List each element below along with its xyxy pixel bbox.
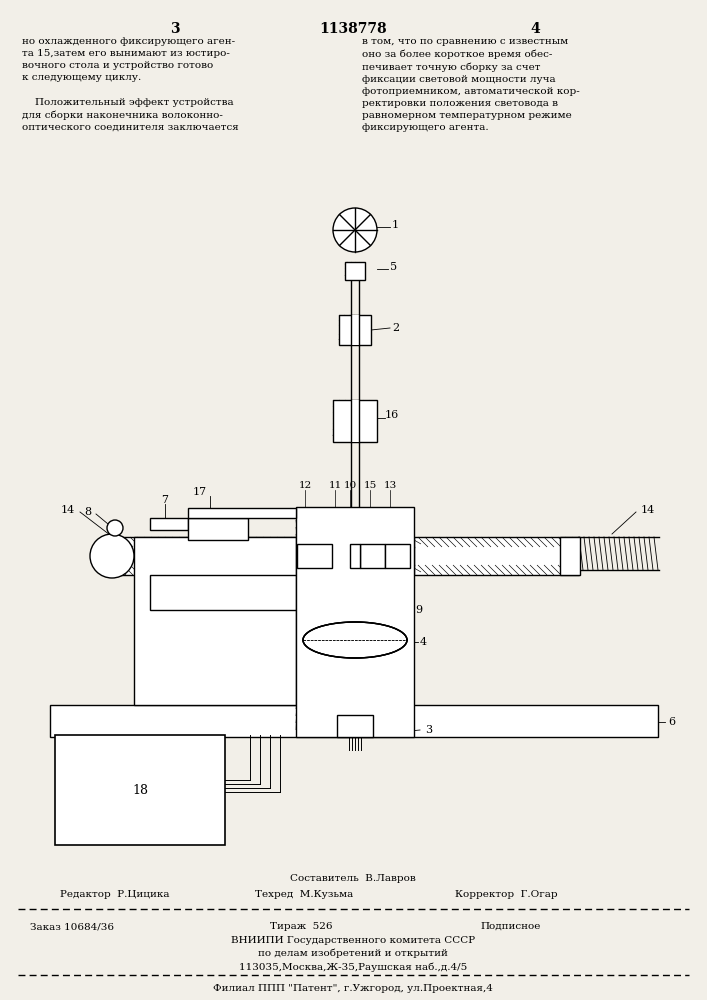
Bar xyxy=(385,544,410,568)
Text: 8: 8 xyxy=(84,507,92,517)
Bar xyxy=(560,537,580,575)
Circle shape xyxy=(333,208,377,252)
Bar xyxy=(188,508,296,518)
Text: 17: 17 xyxy=(193,487,207,497)
Text: 14: 14 xyxy=(641,505,655,515)
Bar xyxy=(150,518,188,530)
Text: Составитель  В.Лавров: Составитель В.Лавров xyxy=(290,874,416,883)
Circle shape xyxy=(107,520,123,536)
Text: 13: 13 xyxy=(383,481,397,490)
Circle shape xyxy=(90,534,134,578)
Bar xyxy=(333,400,377,442)
Bar xyxy=(339,315,371,345)
Bar xyxy=(112,537,297,575)
Bar xyxy=(414,537,579,575)
Bar xyxy=(351,400,359,442)
Text: 6: 6 xyxy=(668,717,675,727)
Bar xyxy=(345,262,365,280)
Text: 4: 4 xyxy=(420,637,427,647)
Text: 15: 15 xyxy=(363,481,377,490)
Bar xyxy=(188,518,248,540)
Bar xyxy=(50,705,658,737)
Text: 5: 5 xyxy=(390,262,397,272)
Text: 12: 12 xyxy=(298,481,312,490)
Text: 3: 3 xyxy=(425,725,432,735)
Bar xyxy=(296,507,414,737)
Text: 16: 16 xyxy=(385,410,399,420)
Text: Техред  М.Кузьма: Техред М.Кузьма xyxy=(255,890,354,899)
Text: 2: 2 xyxy=(392,323,399,333)
Bar xyxy=(55,735,225,845)
Text: 1138778: 1138778 xyxy=(319,22,387,36)
Text: Корректор  Г.Огар: Корректор Г.Огар xyxy=(455,890,558,899)
Text: Тираж  526: Тираж 526 xyxy=(270,922,332,931)
Text: 11: 11 xyxy=(328,481,341,490)
Bar xyxy=(297,544,332,568)
Text: 1: 1 xyxy=(392,220,399,230)
Text: 18: 18 xyxy=(132,784,148,796)
Text: по делам изобретений и открытий: по делам изобретений и открытий xyxy=(258,949,448,958)
Text: Редактор  Р.Цицика: Редактор Р.Цицика xyxy=(60,890,170,899)
Bar xyxy=(337,715,373,737)
Text: Заказ 10684/36: Заказ 10684/36 xyxy=(30,922,114,931)
Text: 14: 14 xyxy=(61,505,75,515)
Ellipse shape xyxy=(303,622,407,658)
Text: Подписное: Подписное xyxy=(480,922,540,931)
Text: 10: 10 xyxy=(344,481,356,490)
Text: 4: 4 xyxy=(530,22,540,36)
Text: 113035,Москва,Ж-35,Раушская наб.,д.4/5: 113035,Москва,Ж-35,Раушская наб.,д.4/5 xyxy=(239,962,467,972)
Text: но охлажденного фиксирующего аген-
та 15,затем его вынимают из юстиро-
вочного с: но охлажденного фиксирующего аген- та 15… xyxy=(22,37,239,132)
Text: в том, что по сравнению с известным
оно за более короткое время обес-
печивает т: в том, что по сравнению с известным оно … xyxy=(362,37,580,132)
Bar xyxy=(134,537,296,705)
Bar xyxy=(150,575,296,610)
Text: ВНИИПИ Государственного комитета СССР: ВНИИПИ Государственного комитета СССР xyxy=(231,936,475,945)
Text: Филиал ППП "Патент", г.Ужгород, ул.Проектная,4: Филиал ППП "Патент", г.Ужгород, ул.Проек… xyxy=(213,984,493,993)
Text: 9: 9 xyxy=(415,605,422,615)
Bar xyxy=(350,544,360,568)
Bar xyxy=(360,544,385,568)
Bar xyxy=(351,315,359,345)
Text: 7: 7 xyxy=(161,495,168,505)
Text: 3: 3 xyxy=(170,22,180,36)
